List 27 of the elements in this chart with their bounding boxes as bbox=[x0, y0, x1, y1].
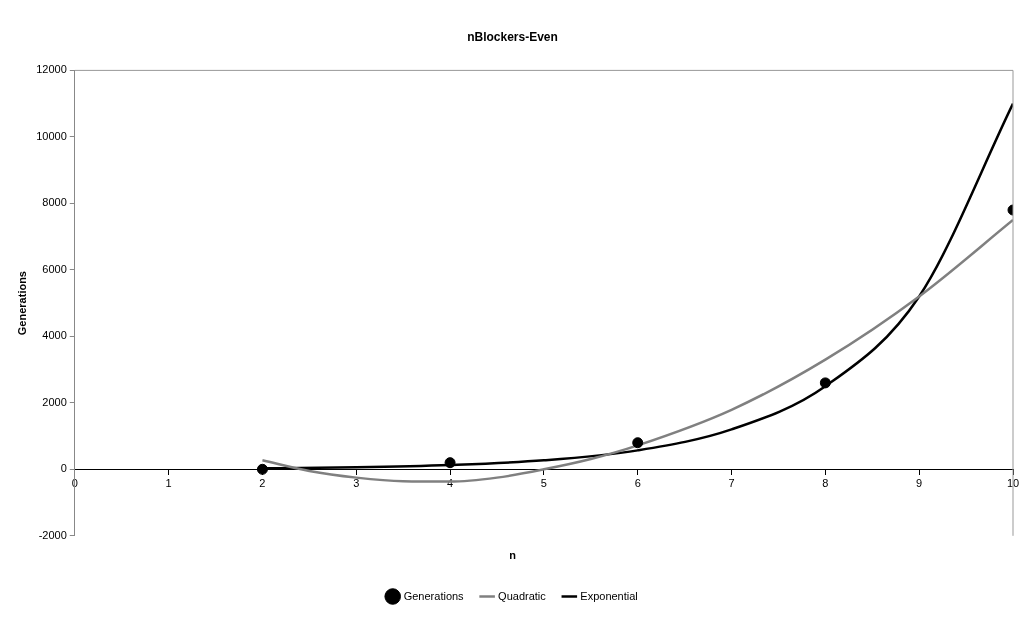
point bbox=[632, 437, 644, 449]
point bbox=[819, 377, 831, 389]
y-tick-label: 8000 bbox=[42, 196, 67, 209]
x-tick-label: 9 bbox=[916, 476, 923, 489]
y-tick-label: 10000 bbox=[36, 129, 67, 142]
legend-label: Exponential bbox=[580, 589, 638, 602]
x-tick-label: 7 bbox=[728, 476, 735, 489]
y-tick-label: 2000 bbox=[42, 395, 67, 408]
x-tick-label: 10 bbox=[1006, 476, 1020, 489]
y-tick-label: 0 bbox=[60, 462, 67, 475]
x-axis-title: n bbox=[509, 549, 517, 562]
x-tick-label: 5 bbox=[540, 476, 547, 489]
x-tick-label: 6 bbox=[634, 476, 641, 489]
x-tick-label: 8 bbox=[822, 476, 829, 489]
y-axis-title: Generations bbox=[15, 271, 28, 336]
y-tick-label: 12000 bbox=[36, 63, 67, 76]
y-tick-label: 4000 bbox=[42, 329, 67, 342]
y-tick-label: -2000 bbox=[38, 528, 67, 541]
y-tick-label: 6000 bbox=[42, 262, 67, 275]
point bbox=[256, 463, 268, 475]
x-tick-label: 3 bbox=[353, 476, 360, 489]
chart-title: nBlockers-Even bbox=[467, 29, 558, 44]
x-tick-label: 2 bbox=[259, 476, 266, 489]
legend-label: Generations bbox=[403, 589, 465, 602]
x-tick-label: 1 bbox=[165, 476, 172, 489]
point bbox=[444, 457, 456, 469]
legend-label: Quadratic bbox=[498, 589, 547, 602]
